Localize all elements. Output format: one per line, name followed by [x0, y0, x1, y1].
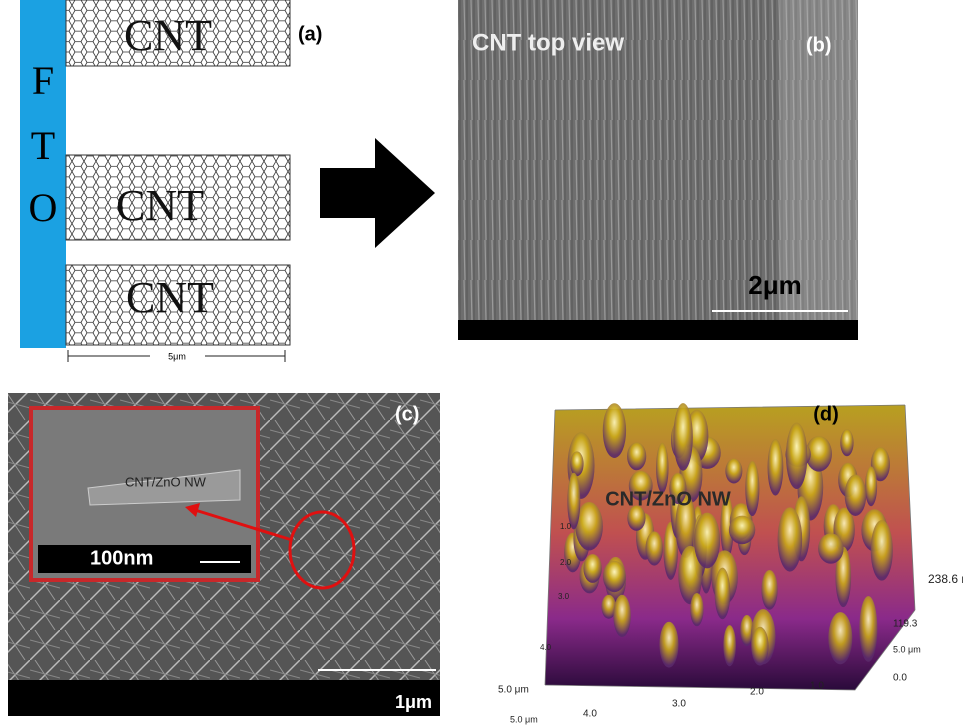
afm-peak [751, 627, 768, 666]
x-tick-label: 5.0 μm [498, 685, 529, 696]
x-tick-label: 2.0 [750, 687, 764, 698]
panel-label: (b) [806, 34, 832, 56]
arrow [320, 138, 435, 248]
side-tick-label: 3.0 [558, 592, 570, 601]
panel-b: CNT top view (b) 2μm [458, 0, 858, 340]
afm-peak [818, 533, 843, 563]
tube-label: CNT [126, 273, 214, 322]
afm-peak [828, 612, 852, 664]
afm-peak [840, 429, 853, 456]
scale-bar-label: 1μm [395, 692, 432, 712]
panel-label: (a) [298, 23, 322, 45]
x-tick-label: 4.0 [583, 709, 597, 720]
inset-label: CNT/ZnO NW [125, 474, 207, 489]
afm-peak [613, 595, 631, 637]
afm-peak [845, 475, 867, 516]
scale-bar-label: 2μm [748, 270, 802, 300]
panel-c: 1μm (c) CNT/ZnO NW 100nm [8, 393, 440, 716]
afm-peak [603, 403, 626, 458]
electrode-letter: T [31, 123, 55, 168]
afm-peak [725, 459, 742, 484]
y-tick-label: 5.0 μm [510, 714, 538, 724]
panel-label: (c) [395, 403, 419, 425]
tube-label: CNT [116, 181, 204, 230]
side-tick-label: 1.0 [560, 522, 572, 531]
afm-peak [729, 516, 755, 545]
z-tick-label: 238.6 nm [928, 572, 963, 586]
y-tick-label: 5.0 μm [893, 644, 921, 654]
panel-title: CNT top view [472, 29, 624, 56]
afm-peak [865, 466, 877, 506]
electrode-letter: F [32, 58, 54, 103]
afm-peak [768, 439, 784, 496]
electrode-letter: O [29, 185, 58, 230]
panel-label: (d) [813, 403, 839, 425]
afm-peak [761, 570, 777, 610]
afm-peak [603, 561, 626, 592]
side-tick-label: 4.0 [540, 643, 552, 652]
afm-peak [871, 520, 893, 580]
afm-peak [690, 593, 703, 626]
afm-peak [745, 461, 759, 516]
panel-a: F T O CNT CNT CNT (a) 5μm [20, 0, 322, 362]
x-tick-label: 1.0 [810, 681, 824, 692]
inset-scale-label: 100nm [90, 547, 153, 569]
panel-d: (d) CNT/ZnO NW 238.6 nm 119.3 0.0 5.0 μm… [498, 403, 963, 724]
afm-peak [646, 531, 664, 565]
afm-peak [627, 442, 646, 470]
z-tick-label: 119.3 [893, 619, 918, 630]
side-tick-label: 2.0 [560, 558, 572, 567]
afm-peak [694, 513, 720, 569]
info-bar [458, 320, 858, 340]
afm-peak [786, 423, 807, 489]
z-tick-label: 0.0 [893, 673, 907, 684]
fto-electrode [20, 0, 66, 348]
afm-peak [659, 622, 678, 668]
figure: F T O CNT CNT CNT (a) 5μm CNT top view (… [0, 0, 963, 727]
afm-peak [570, 451, 583, 476]
afm-peak [673, 403, 692, 471]
x-tick-label: 3.0 [672, 699, 686, 710]
tube-label: CNT [124, 11, 212, 60]
panel-title: CNT/ZnO NW [605, 488, 731, 510]
afm-peak [567, 473, 580, 530]
afm-peak [656, 443, 668, 493]
scale-bar-label: 5μm [168, 351, 186, 361]
afm-peak [778, 507, 803, 571]
info-bar [8, 680, 440, 716]
afm-peak [583, 554, 601, 583]
afm-peak [715, 568, 731, 620]
afm-peak [723, 625, 736, 666]
afm-peak [859, 596, 877, 662]
